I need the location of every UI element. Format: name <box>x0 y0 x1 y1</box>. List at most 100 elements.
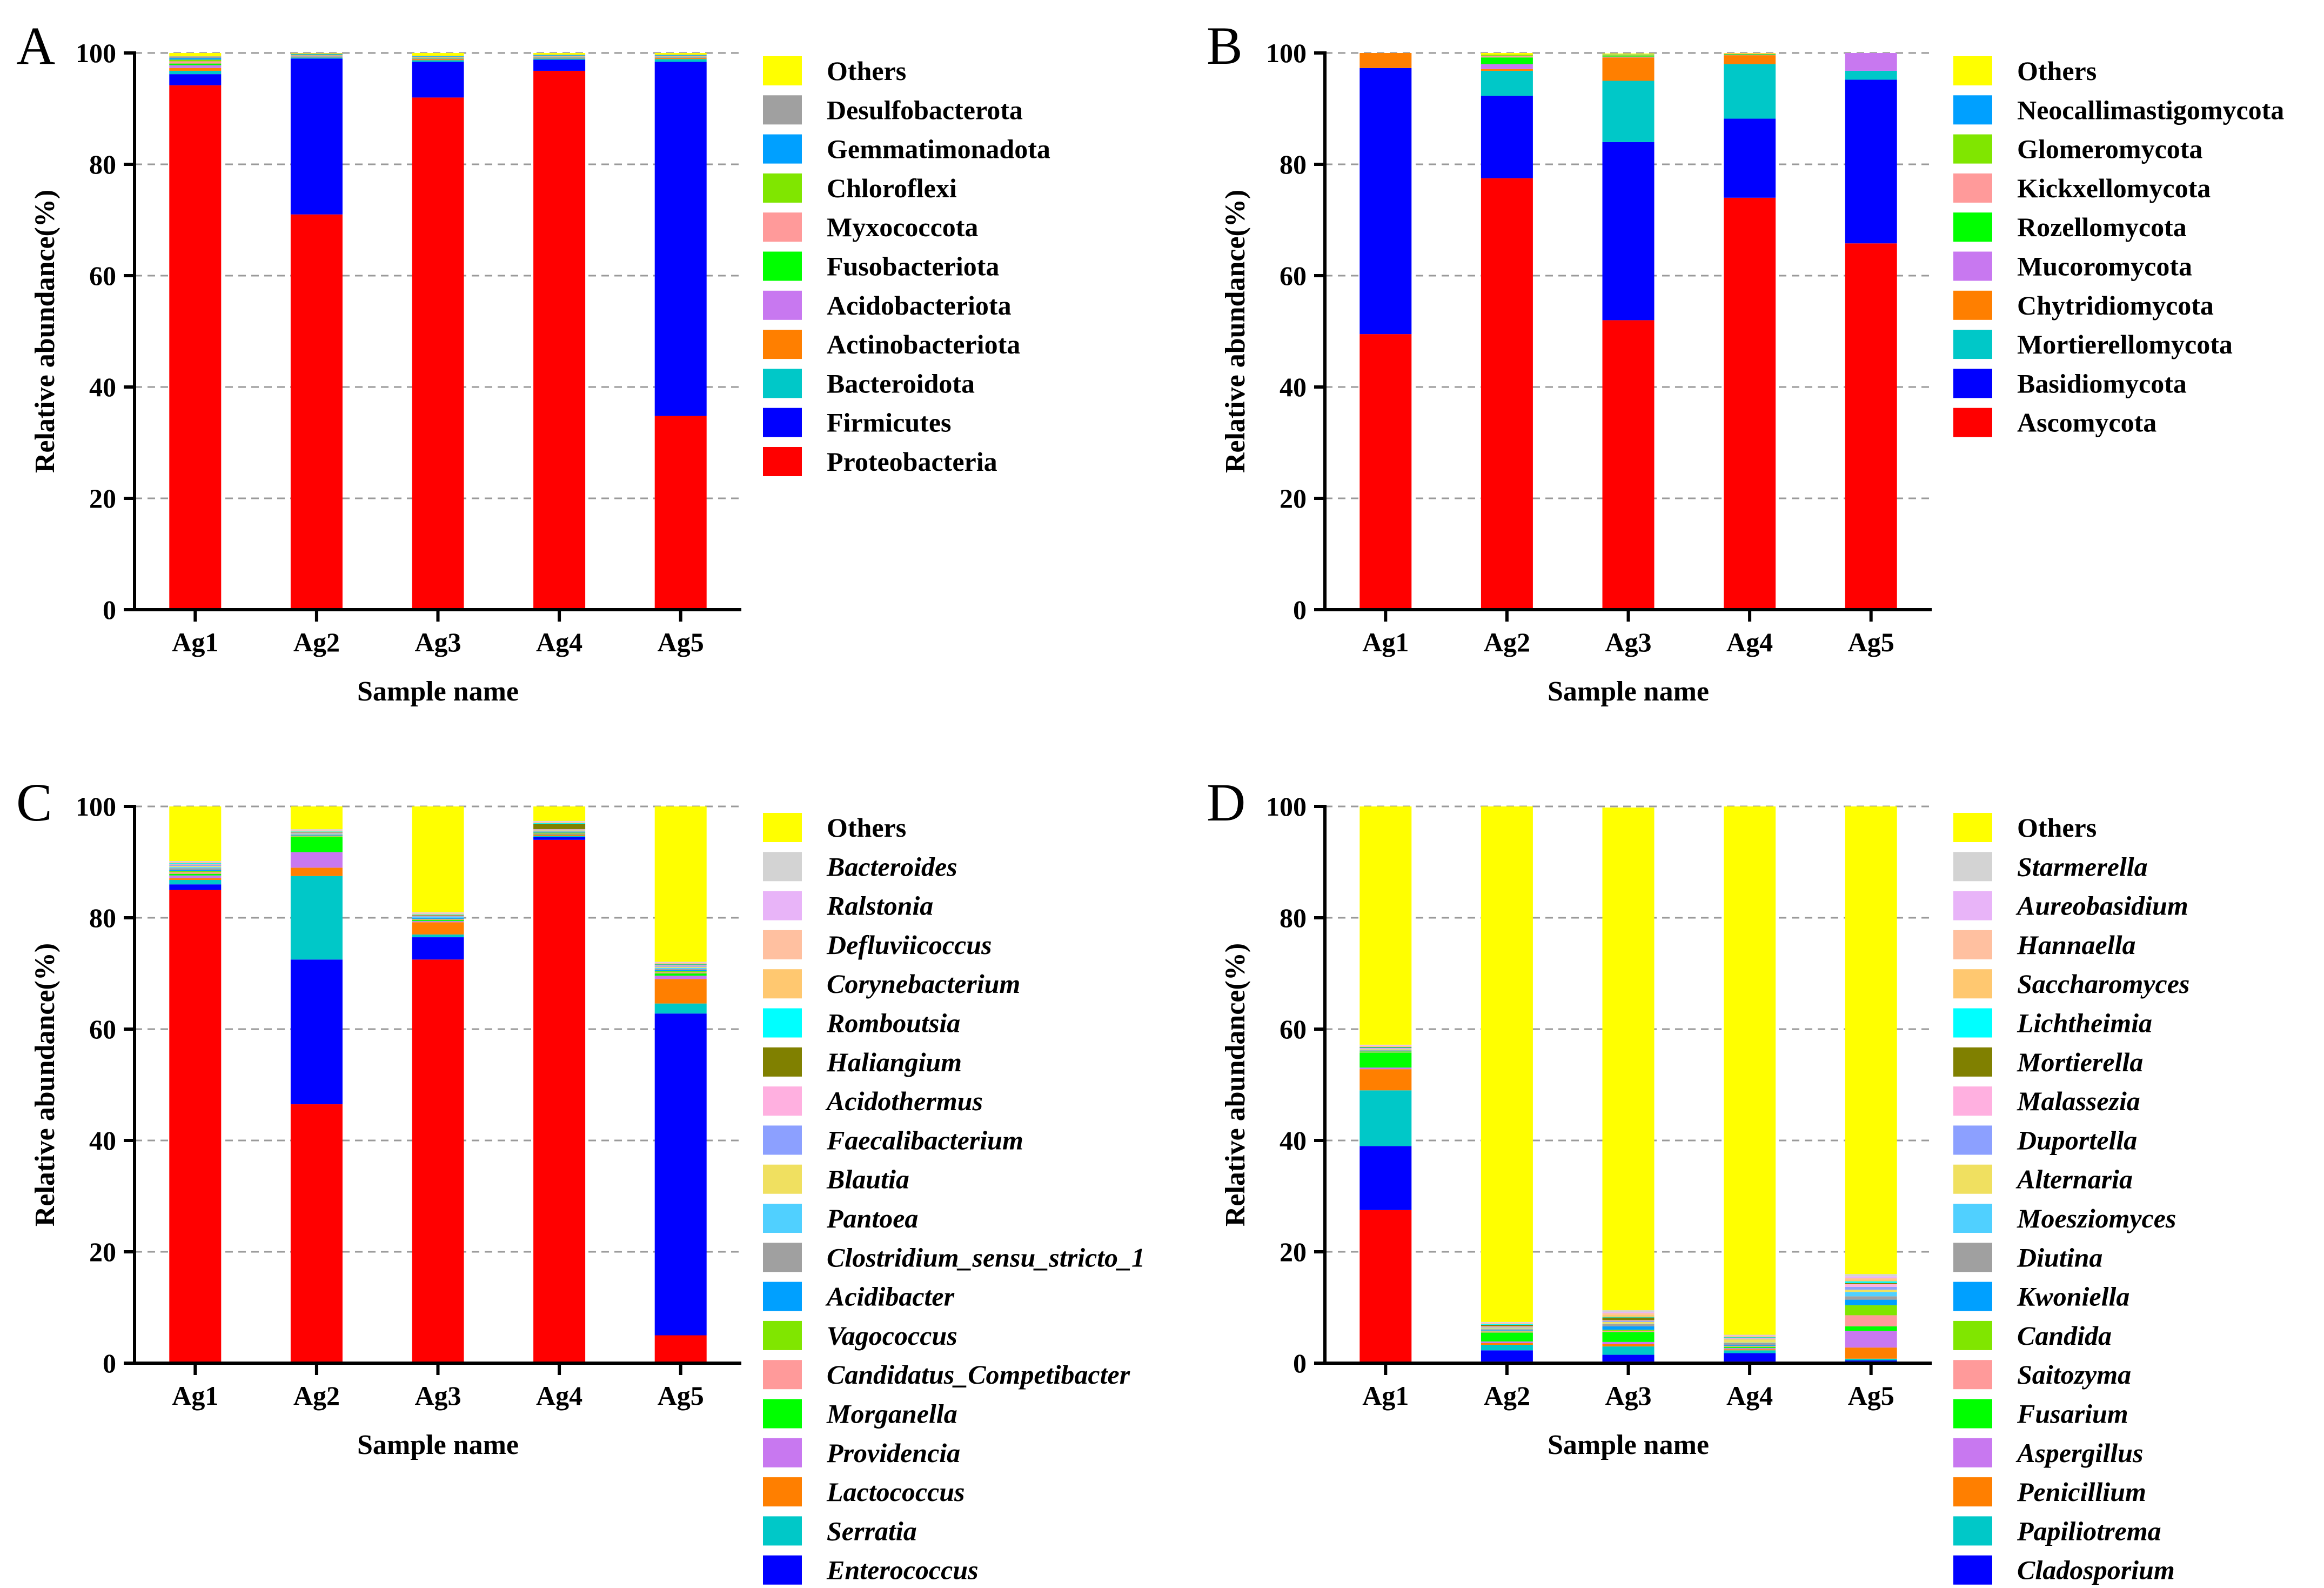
x-tick-label: Ag1 <box>172 627 218 657</box>
bar-segment <box>1481 806 1533 1322</box>
bar-segment <box>412 912 464 913</box>
bar-segment <box>533 57 586 58</box>
bar-segment <box>654 970 707 971</box>
bar-segment <box>1481 1324 1533 1325</box>
bar-segment <box>290 876 343 960</box>
bar-segment <box>1724 55 1776 64</box>
bar-segment <box>290 835 343 836</box>
chart-panel-C: C Ag1 Ag2 Ag3 Ag4 Ag5 0 20 40 60 80 100 Sample name R… <box>16 772 1145 1585</box>
x-tick-label: Ag3 <box>414 1380 461 1411</box>
legend-swatch <box>763 290 802 320</box>
legend-label: Haliangium <box>826 1047 962 1077</box>
legend-swatch <box>1953 1243 1992 1272</box>
bar-segment <box>1724 197 1776 610</box>
legend-label: Penicillium <box>2017 1477 2146 1507</box>
legend-swatch <box>1953 408 1992 437</box>
bar-segment <box>412 62 464 98</box>
bar-segment <box>533 56 586 57</box>
bar-segment <box>412 934 464 938</box>
bar-segment <box>1481 1329 1533 1331</box>
legend-swatch <box>763 930 802 959</box>
bar-segment <box>1724 1347 1776 1349</box>
legend-label: Mucoromycota <box>2017 251 2192 282</box>
bar-segment <box>412 917 464 918</box>
y-tick-label: 80 <box>89 903 116 933</box>
legend-swatch <box>1953 1438 1992 1467</box>
bar-segment <box>1359 1067 1412 1070</box>
bar-segment <box>169 870 222 871</box>
legend-swatch <box>763 1477 802 1507</box>
legend-label: Papiliotrema <box>2017 1516 2161 1546</box>
bar-segment <box>169 70 222 75</box>
legend-swatch <box>1953 1086 1992 1116</box>
bar-segment <box>654 962 707 963</box>
x-tick-label: Ag1 <box>172 1380 218 1411</box>
legend-swatch <box>1953 1164 1992 1194</box>
bar-segment <box>654 56 707 57</box>
bar-segment <box>169 58 222 60</box>
bar-segment <box>169 74 222 85</box>
legend-swatch <box>1953 95 1992 125</box>
bar-segment <box>533 829 586 830</box>
legend-swatch <box>763 852 802 882</box>
legend: Others Bacteroides Ralstonia Defluviicoccus… <box>763 812 1145 1585</box>
bar-segment <box>1602 81 1655 142</box>
bar-segment <box>1481 1341 1533 1343</box>
bar-segment <box>169 863 222 864</box>
bar-segment <box>654 53 707 55</box>
legend-label: Starmerella <box>2017 851 2148 882</box>
bar-segment <box>1724 1353 1776 1362</box>
bar-segment <box>1481 1332 1533 1342</box>
bar-segment <box>1359 1049 1412 1050</box>
legend-label: Glomeromycota <box>2017 134 2202 164</box>
bar-segment <box>654 58 707 59</box>
y-axis-title: Relative abundance(%) <box>1220 190 1251 473</box>
bar-segment <box>1602 1330 1655 1331</box>
y-tick-label: 20 <box>1280 483 1307 513</box>
bar-segment <box>1602 142 1655 321</box>
legend-swatch <box>763 1555 802 1585</box>
legend-label: Rozellomycota <box>2017 212 2187 242</box>
bar-segment <box>533 59 586 71</box>
legend-label: Kwoniella <box>2017 1282 2129 1312</box>
legend-label: Romboutsia <box>826 1008 960 1038</box>
x-tick-label: Ag4 <box>1726 627 1773 657</box>
bar-segment <box>1724 54 1776 55</box>
bar-segment <box>1724 118 1776 198</box>
legend-label: Aureobasidium <box>2015 891 2188 921</box>
bar-segment <box>1845 1292 1897 1297</box>
bar-segment <box>290 214 343 610</box>
legend-label: Fusobacteriota <box>827 251 999 282</box>
legend-swatch <box>763 1125 802 1155</box>
bar-segment <box>169 61 222 64</box>
x-tick-label: Ag1 <box>1362 1380 1409 1411</box>
y-tick-label: 80 <box>1280 903 1307 933</box>
bar-segment <box>169 865 222 866</box>
x-tick-label: Ag5 <box>1848 627 1894 657</box>
legend-swatch <box>1953 330 1992 359</box>
x-tick-label: Ag5 <box>658 627 704 657</box>
bar-segment <box>290 829 343 830</box>
y-axis-title: Relative abundance(%) <box>30 190 61 473</box>
x-tick-label: Ag4 <box>1726 1380 1773 1411</box>
legend-swatch <box>763 1399 802 1429</box>
bar-segment <box>290 832 343 833</box>
bar-segment <box>1724 53 1776 54</box>
x-tick-label: Ag3 <box>1605 1380 1651 1411</box>
legend-label: Neocallimastigomycota <box>2017 95 2284 125</box>
legend-label: Serratia <box>827 1516 917 1546</box>
x-tick-label: Ag2 <box>293 1380 340 1411</box>
legend-label: Blautia <box>826 1164 909 1195</box>
legend-label: Gemmatimonadota <box>827 134 1050 164</box>
y-tick-label: 20 <box>1280 1237 1307 1267</box>
bar-segment <box>169 68 222 71</box>
bar-segment <box>654 971 707 972</box>
bar-segment <box>1845 1326 1897 1331</box>
bar-segment <box>1481 1345 1533 1351</box>
bar-segment <box>412 922 464 935</box>
bar-segment <box>533 820 586 822</box>
bar-segment <box>169 56 222 58</box>
bar-segment <box>1359 1045 1412 1046</box>
legend-label: Acidobacteriota <box>827 290 1012 321</box>
bar-segment <box>1359 1051 1412 1052</box>
